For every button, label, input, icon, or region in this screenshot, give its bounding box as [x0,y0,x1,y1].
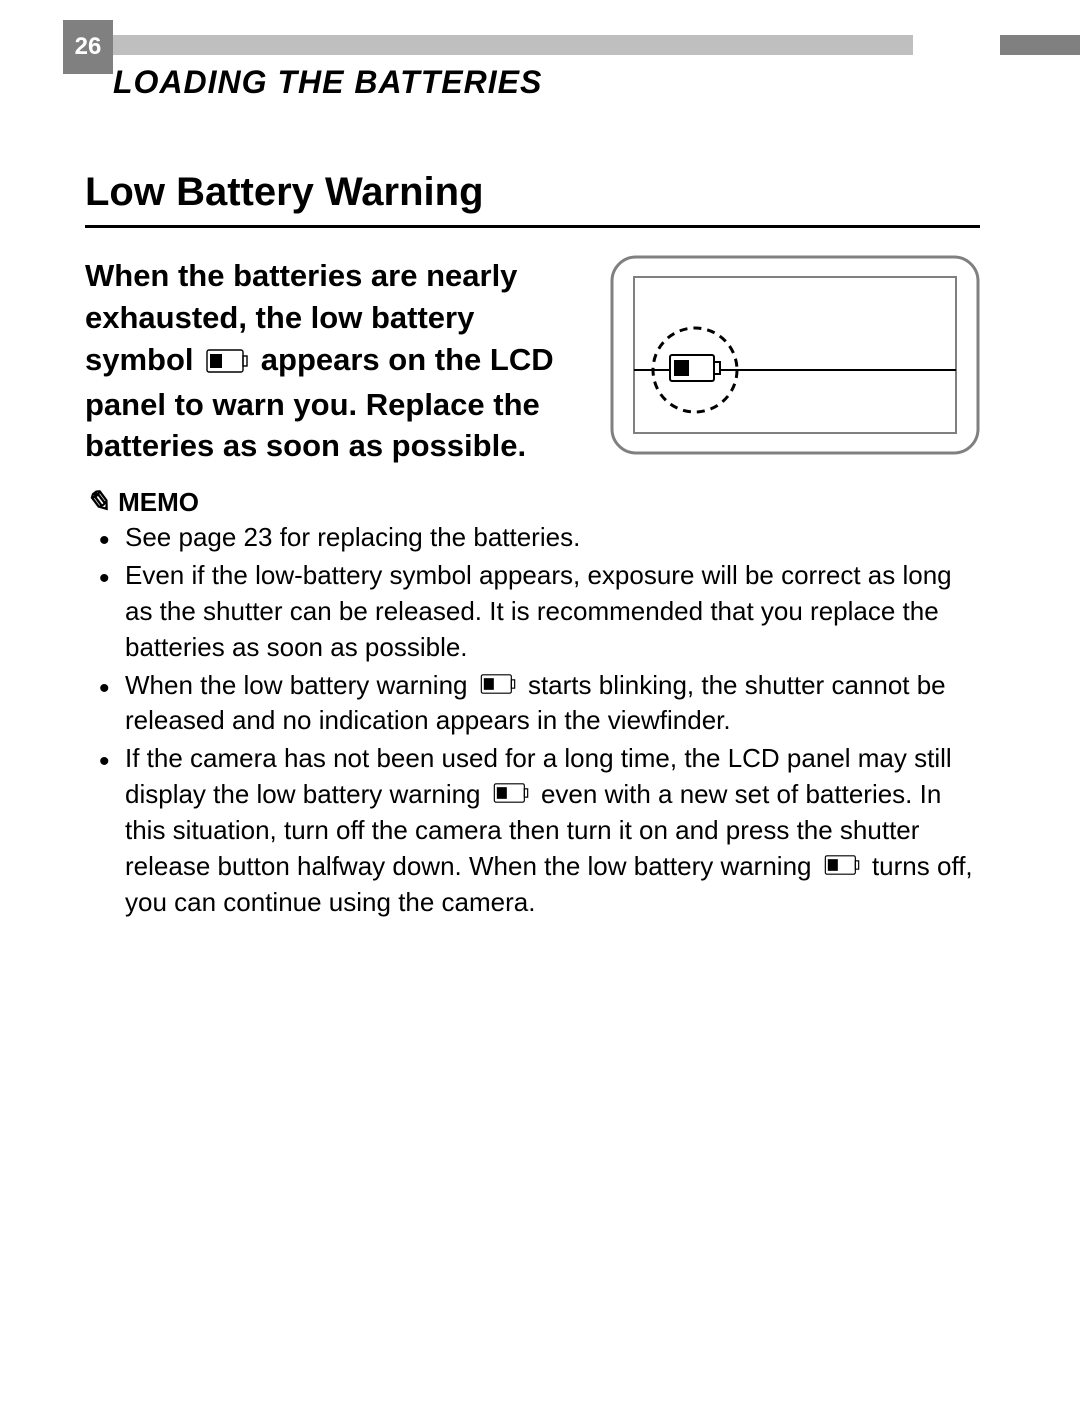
battery-icon [823,849,861,885]
battery-icon [206,342,248,384]
memo-text: When the low battery warning [125,670,475,700]
chapter-title: LOADING THE BATTERIES [113,64,542,101]
section-title: Low Battery Warning [85,170,980,228]
header-bar-light [113,35,913,55]
memo-text: See page 23 for replacing the batteries. [125,522,580,552]
battery-icon [492,777,530,813]
header-bar-dark [1000,35,1080,55]
battery-icon [479,668,517,704]
memo-list: See page 23 for replacing the batteries.… [95,520,980,923]
memo-label: MEMO [118,487,199,518]
manual-page: 26 LOADING THE BATTERIES Low Battery War… [0,0,1080,1427]
page-number: 26 [75,33,102,61]
memo-item: Even if the low-battery symbol appears, … [95,558,980,666]
memo-item: See page 23 for replacing the batteries. [95,520,980,556]
memo-item: If the camera has not been used for a lo… [95,741,980,920]
memo-item: When the low battery warning starts blin… [95,668,980,740]
memo-text: Even if the low-battery symbol appears, … [125,560,952,662]
intro-text: When the batteries are nearly exhausted,… [85,255,580,467]
memo-heading: ✎ MEMO [85,485,199,520]
lcd-panel-illustration [610,255,980,460]
intro-row: When the batteries are nearly exhausted,… [85,255,980,467]
memo-pencil-icon: ✎ [85,485,110,520]
page-number-tab: 26 [63,20,113,74]
